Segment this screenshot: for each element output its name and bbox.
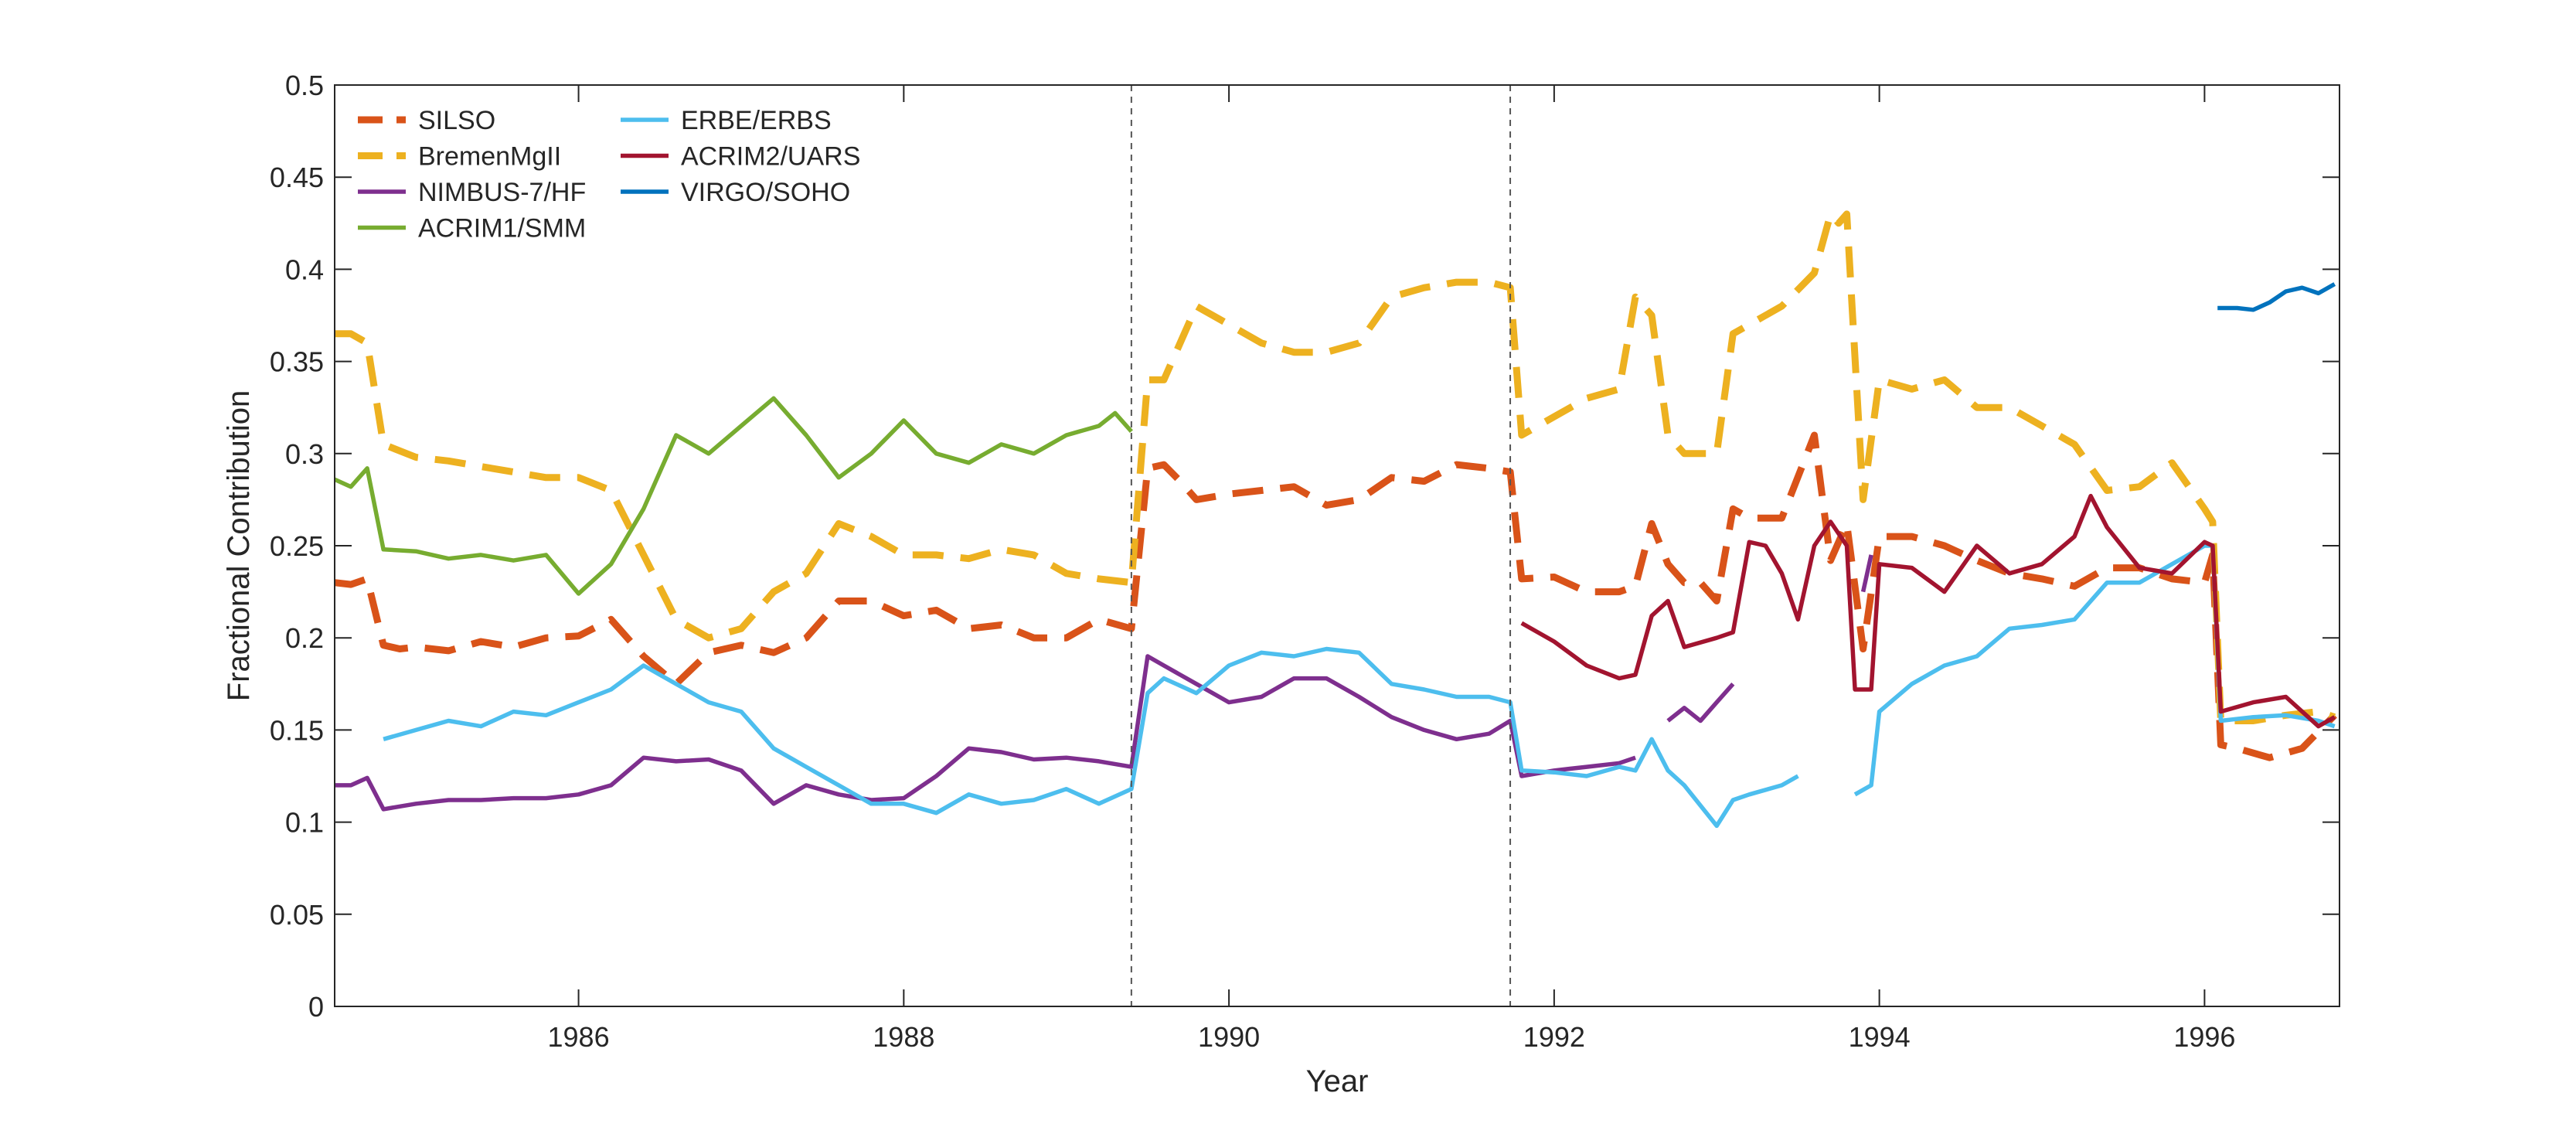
- y-axis-label: Fractional Contribution: [222, 390, 256, 701]
- y-axis-ticks: 0 0.05 0.1 0.15 0.2 0.25 0.3 0.35 0.4 0.45 0.5: [270, 70, 2339, 1023]
- y-tick-label: 0.4: [285, 254, 324, 285]
- series-line-nimbus-7-hf: [335, 554, 1873, 812]
- y-tick-label: 0.05: [270, 899, 324, 931]
- x-axis-label: Year: [1306, 1064, 1369, 1098]
- series-line-virgo-soho: [2217, 282, 2336, 312]
- legend-label: NIMBUS-7/HF: [418, 178, 586, 207]
- legend-label: ERBE/ERBS: [681, 106, 832, 135]
- legend-item-bremenmgii: BremenMgII: [358, 142, 561, 172]
- y-tick-label: 0.25: [270, 530, 324, 562]
- x-axis-ticks: 1986 1988 1990 1992 1994 1996: [548, 85, 2235, 1053]
- legend-item-virgo-soho: VIRGO/SOHO: [621, 178, 850, 207]
- series-line-erbe-erbs: [383, 543, 2336, 829]
- x-tick-label: 1986: [548, 1021, 610, 1053]
- legend-item-acrim1-smm: ACRIM1/SMM: [358, 214, 586, 243]
- x-tick-label: 1990: [1198, 1021, 1260, 1053]
- legend-item-erbe-erbs: ERBE/ERBS: [621, 106, 832, 135]
- y-tick-label: 0.2: [285, 622, 324, 654]
- vertical-markers: [1130, 85, 1512, 1006]
- legend: SILSO BremenMgII NIMBUS-7/HF ACRIM1/SMM ERBE…: [358, 106, 860, 243]
- legend-item-nimbus-7-hf: NIMBUS-7/HF: [358, 178, 586, 207]
- y-tick-label: 0.15: [270, 714, 324, 746]
- y-tick-label: 0: [308, 991, 324, 1023]
- legend-label: ACRIM1/SMM: [418, 214, 586, 243]
- legend-label: SILSO: [418, 106, 495, 135]
- x-tick-label: 1996: [2173, 1021, 2235, 1053]
- legend-label: BremenMgII: [418, 142, 561, 172]
- x-tick-label: 1992: [1523, 1021, 1585, 1053]
- y-tick-label: 0.45: [270, 162, 324, 193]
- legend-label: ACRIM2/UARS: [681, 142, 860, 172]
- series-line-acrim2-uars: [1520, 493, 2336, 729]
- y-tick-label: 0.1: [285, 807, 324, 839]
- y-tick-label: 0.5: [285, 70, 324, 101]
- series-line-acrim1-smm: [335, 396, 1133, 596]
- x-tick-label: 1994: [1849, 1021, 1911, 1053]
- x-tick-label: 1988: [873, 1021, 934, 1053]
- legend-item-acrim2-uars: ACRIM2/UARS: [621, 142, 860, 172]
- series-line-silso: [335, 431, 2337, 761]
- legend-label: VIRGO/SOHO: [681, 178, 850, 207]
- y-tick-label: 0.3: [285, 438, 324, 470]
- y-tick-label: 0.35: [270, 346, 324, 378]
- series-layer: [335, 210, 2337, 829]
- legend-item-silso: SILSO: [358, 106, 495, 135]
